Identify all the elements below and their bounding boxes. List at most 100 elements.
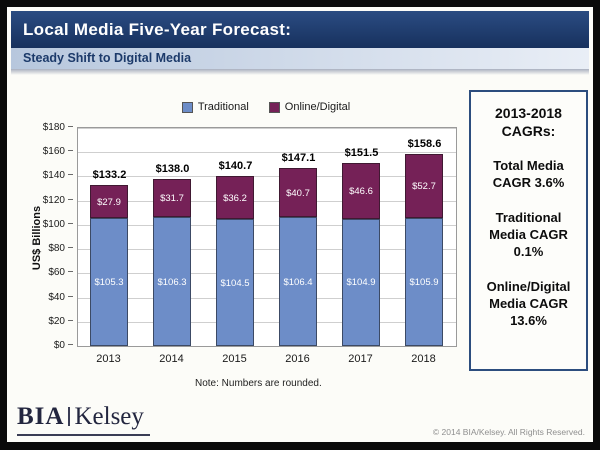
bar-segment-online-digital <box>90 184 128 219</box>
cagr-title: 2013-2018 CAGRs: <box>495 105 562 140</box>
x-tick-label: 2017 <box>348 353 373 365</box>
bar-total-label: $133.2 <box>92 168 127 181</box>
bar-group: $106.4 $40.7 $147.1 <box>267 128 330 346</box>
bar-segment-traditional <box>153 217 191 346</box>
bar-label-traditional: $104.5 <box>220 277 250 289</box>
gridline <box>78 321 456 323</box>
bar-group: $105.9 $52.7 $158.6 <box>393 128 456 346</box>
bar-label-online-digital: $52.7 <box>412 180 436 192</box>
x-axis: 2013 2014 2015 2016 2017 2018 <box>77 353 455 369</box>
x-tick-label: 2018 <box>411 353 436 365</box>
bar-segment-traditional <box>342 218 380 346</box>
bar-total-label: $147.1 <box>281 151 316 164</box>
bia-kelsey-logo: BIA Kelsey <box>17 403 150 436</box>
y-tick-label: $180 <box>42 122 65 133</box>
bar-group: $105.3 $27.9 $133.2 <box>78 128 141 346</box>
bar-group: $104.5 $36.2 $140.7 <box>204 128 267 346</box>
bar-segment-traditional <box>279 217 317 346</box>
bar-segment-online-digital <box>216 175 254 220</box>
cagr-item: Traditional Media CAGR 0.1% <box>489 210 568 259</box>
y-tick-mark <box>68 319 73 321</box>
logo-kelsey: Kelsey <box>74 403 144 430</box>
gridline <box>78 152 456 154</box>
y-tick-label: $40 <box>48 291 65 303</box>
bar-label-traditional: $104.9 <box>346 277 376 289</box>
y-tick-label: $120 <box>42 194 65 206</box>
y-tick-label: $20 <box>48 315 65 327</box>
y-tick-mark <box>68 222 73 224</box>
cagr-item: Online/Digital Media CAGR 13.6% <box>486 278 571 328</box>
bar-label-online-digital: $31.7 <box>160 193 184 205</box>
legend-item: Traditional <box>181 101 249 113</box>
cagr-item: Total Media CAGR 3.6% <box>492 158 565 191</box>
y-tick-mark <box>68 247 73 249</box>
legend-item: Online/Digital <box>268 101 351 113</box>
legend-swatch-online-digital <box>268 101 280 113</box>
x-tick-label: 2015 <box>222 353 247 365</box>
y-tick-label: $80 <box>48 243 65 255</box>
bar-group: $104.9 $46.6 $151.5 <box>330 128 393 346</box>
y-tick-label: $160 <box>42 146 65 158</box>
bar-segment-online-digital <box>153 178 191 218</box>
note-text: Note: Numbers are rounded. <box>195 378 322 389</box>
bar-label-traditional: $106.4 <box>283 276 313 288</box>
gridline <box>78 176 456 178</box>
legend-label: Traditional <box>197 101 249 113</box>
plot-area: $105.3 $27.9 $133.2 $106.3 $31.7 $138.0 $104.5… <box>77 127 457 347</box>
x-tick-label: 2014 <box>159 353 184 365</box>
logo-bia: BIA <box>17 403 65 430</box>
gridline <box>78 297 456 299</box>
subtitle-bar: Steady Shift to Digital Media <box>11 48 589 69</box>
bar-label-online-digital: $46.6 <box>349 185 373 197</box>
bar-label-traditional: $105.9 <box>409 276 439 288</box>
y-tick-mark <box>68 344 73 345</box>
copyright: © 2014 BIA/Kelsey. All Rights Reserved. <box>432 427 585 437</box>
gridline <box>78 224 456 226</box>
logo-separator <box>68 407 71 426</box>
bar-label-traditional: $106.3 <box>157 276 187 288</box>
y-tick-mark <box>68 198 73 200</box>
x-tick-label: 2016 <box>285 353 310 365</box>
y-tick-mark <box>68 174 73 176</box>
bar-segment-online-digital <box>342 162 380 219</box>
y-tick-label: $140 <box>42 170 65 182</box>
y-tick-mark <box>68 126 73 127</box>
bar-total-label: $158.6 <box>407 137 442 150</box>
y-tick-label: $100 <box>42 218 65 230</box>
legend-swatch-traditional <box>181 101 193 113</box>
bar-total-label: $140.7 <box>218 159 253 172</box>
page-title: Local Media Five-Year Forecast: <box>23 20 292 39</box>
cagr-box: 2013-2018 CAGRs: Total Media CAGR 3.6% Tr… <box>469 90 588 371</box>
bar-segment-traditional <box>216 219 254 346</box>
chart-legend: Traditional Online/Digital <box>77 101 455 113</box>
bar-label-online-digital: $27.9 <box>97 196 121 208</box>
y-tick-mark <box>68 271 73 273</box>
bar-group: $106.3 $31.7 $138.0 <box>141 128 204 346</box>
cagr-items: Total Media CAGR 3.6% Traditional Media C… <box>479 158 578 329</box>
bar-segment-online-digital <box>405 153 443 218</box>
bar-segment-traditional <box>90 218 128 346</box>
page-subtitle: Steady Shift to Digital Media <box>23 51 192 65</box>
y-tick-mark <box>68 150 73 152</box>
x-tick-label: 2013 <box>96 353 121 365</box>
title-bar: Local Media Five-Year Forecast: <box>11 11 589 48</box>
y-tick-mark <box>68 295 73 297</box>
bar-label-online-digital: $36.2 <box>223 192 247 204</box>
bar-total-label: $151.5 <box>344 146 379 159</box>
y-tick-label: $0 <box>53 340 65 351</box>
legend-label: Online/Digital <box>284 101 351 113</box>
bar-label-online-digital: $40.7 <box>286 187 310 199</box>
bar-label-traditional: $105.3 <box>94 277 124 289</box>
gridline <box>78 249 456 251</box>
y-tick-label: $60 <box>48 267 65 279</box>
bar-segment-online-digital <box>279 167 317 218</box>
gridline <box>78 273 456 275</box>
y-axis: $0 $20 $40 $60 $80 $100 $120 $140 $160 $180 <box>7 122 75 351</box>
slide: Local Media Five-Year Forecast: Steady S… <box>7 7 593 442</box>
bar-total-label: $138.0 <box>155 162 190 175</box>
bar-segment-traditional <box>405 217 443 346</box>
chart: $0 $20 $40 $60 $80 $100 $120 $140 $160 $180 $105.… <box>7 120 467 372</box>
header-shadow <box>11 69 589 75</box>
gridline <box>78 200 456 202</box>
gridline <box>78 128 456 129</box>
